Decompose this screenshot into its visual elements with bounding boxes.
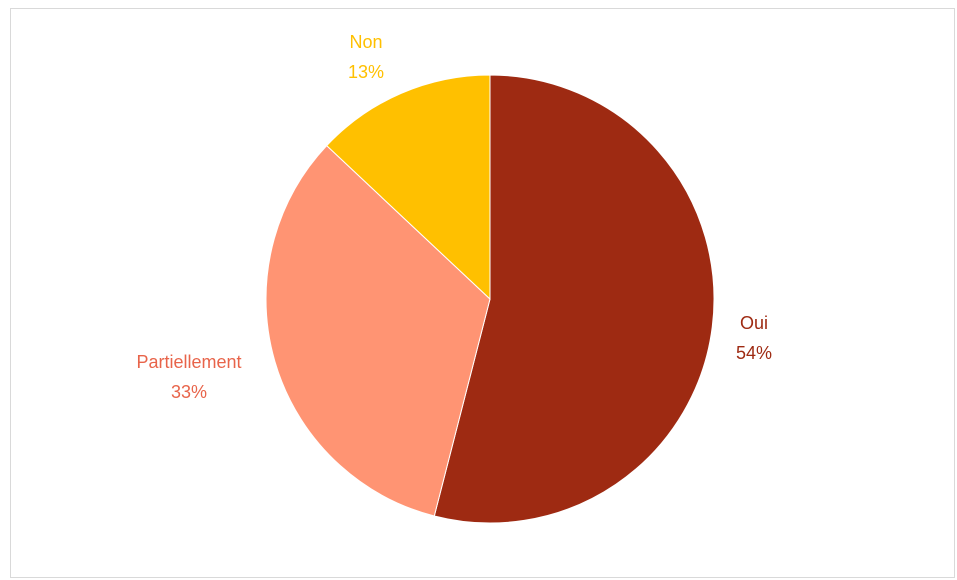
slice-label-partiellement: Partiellement	[136, 352, 241, 372]
pie-slice-oui	[433, 74, 715, 524]
slice-percent-non: 13%	[348, 62, 384, 82]
slice-percent-oui: 54%	[736, 343, 772, 363]
slice-label-oui: Oui	[740, 313, 768, 333]
pie-slice-non	[326, 74, 491, 301]
slice-percent-partiellement: 33%	[171, 382, 207, 402]
slice-labels: Oui 54% Partiellement 33% Non 13%	[136, 32, 772, 402]
pie-slices	[265, 74, 715, 524]
slice-label-non: Non	[349, 32, 382, 52]
pie-slice-partiellement	[265, 144, 491, 517]
